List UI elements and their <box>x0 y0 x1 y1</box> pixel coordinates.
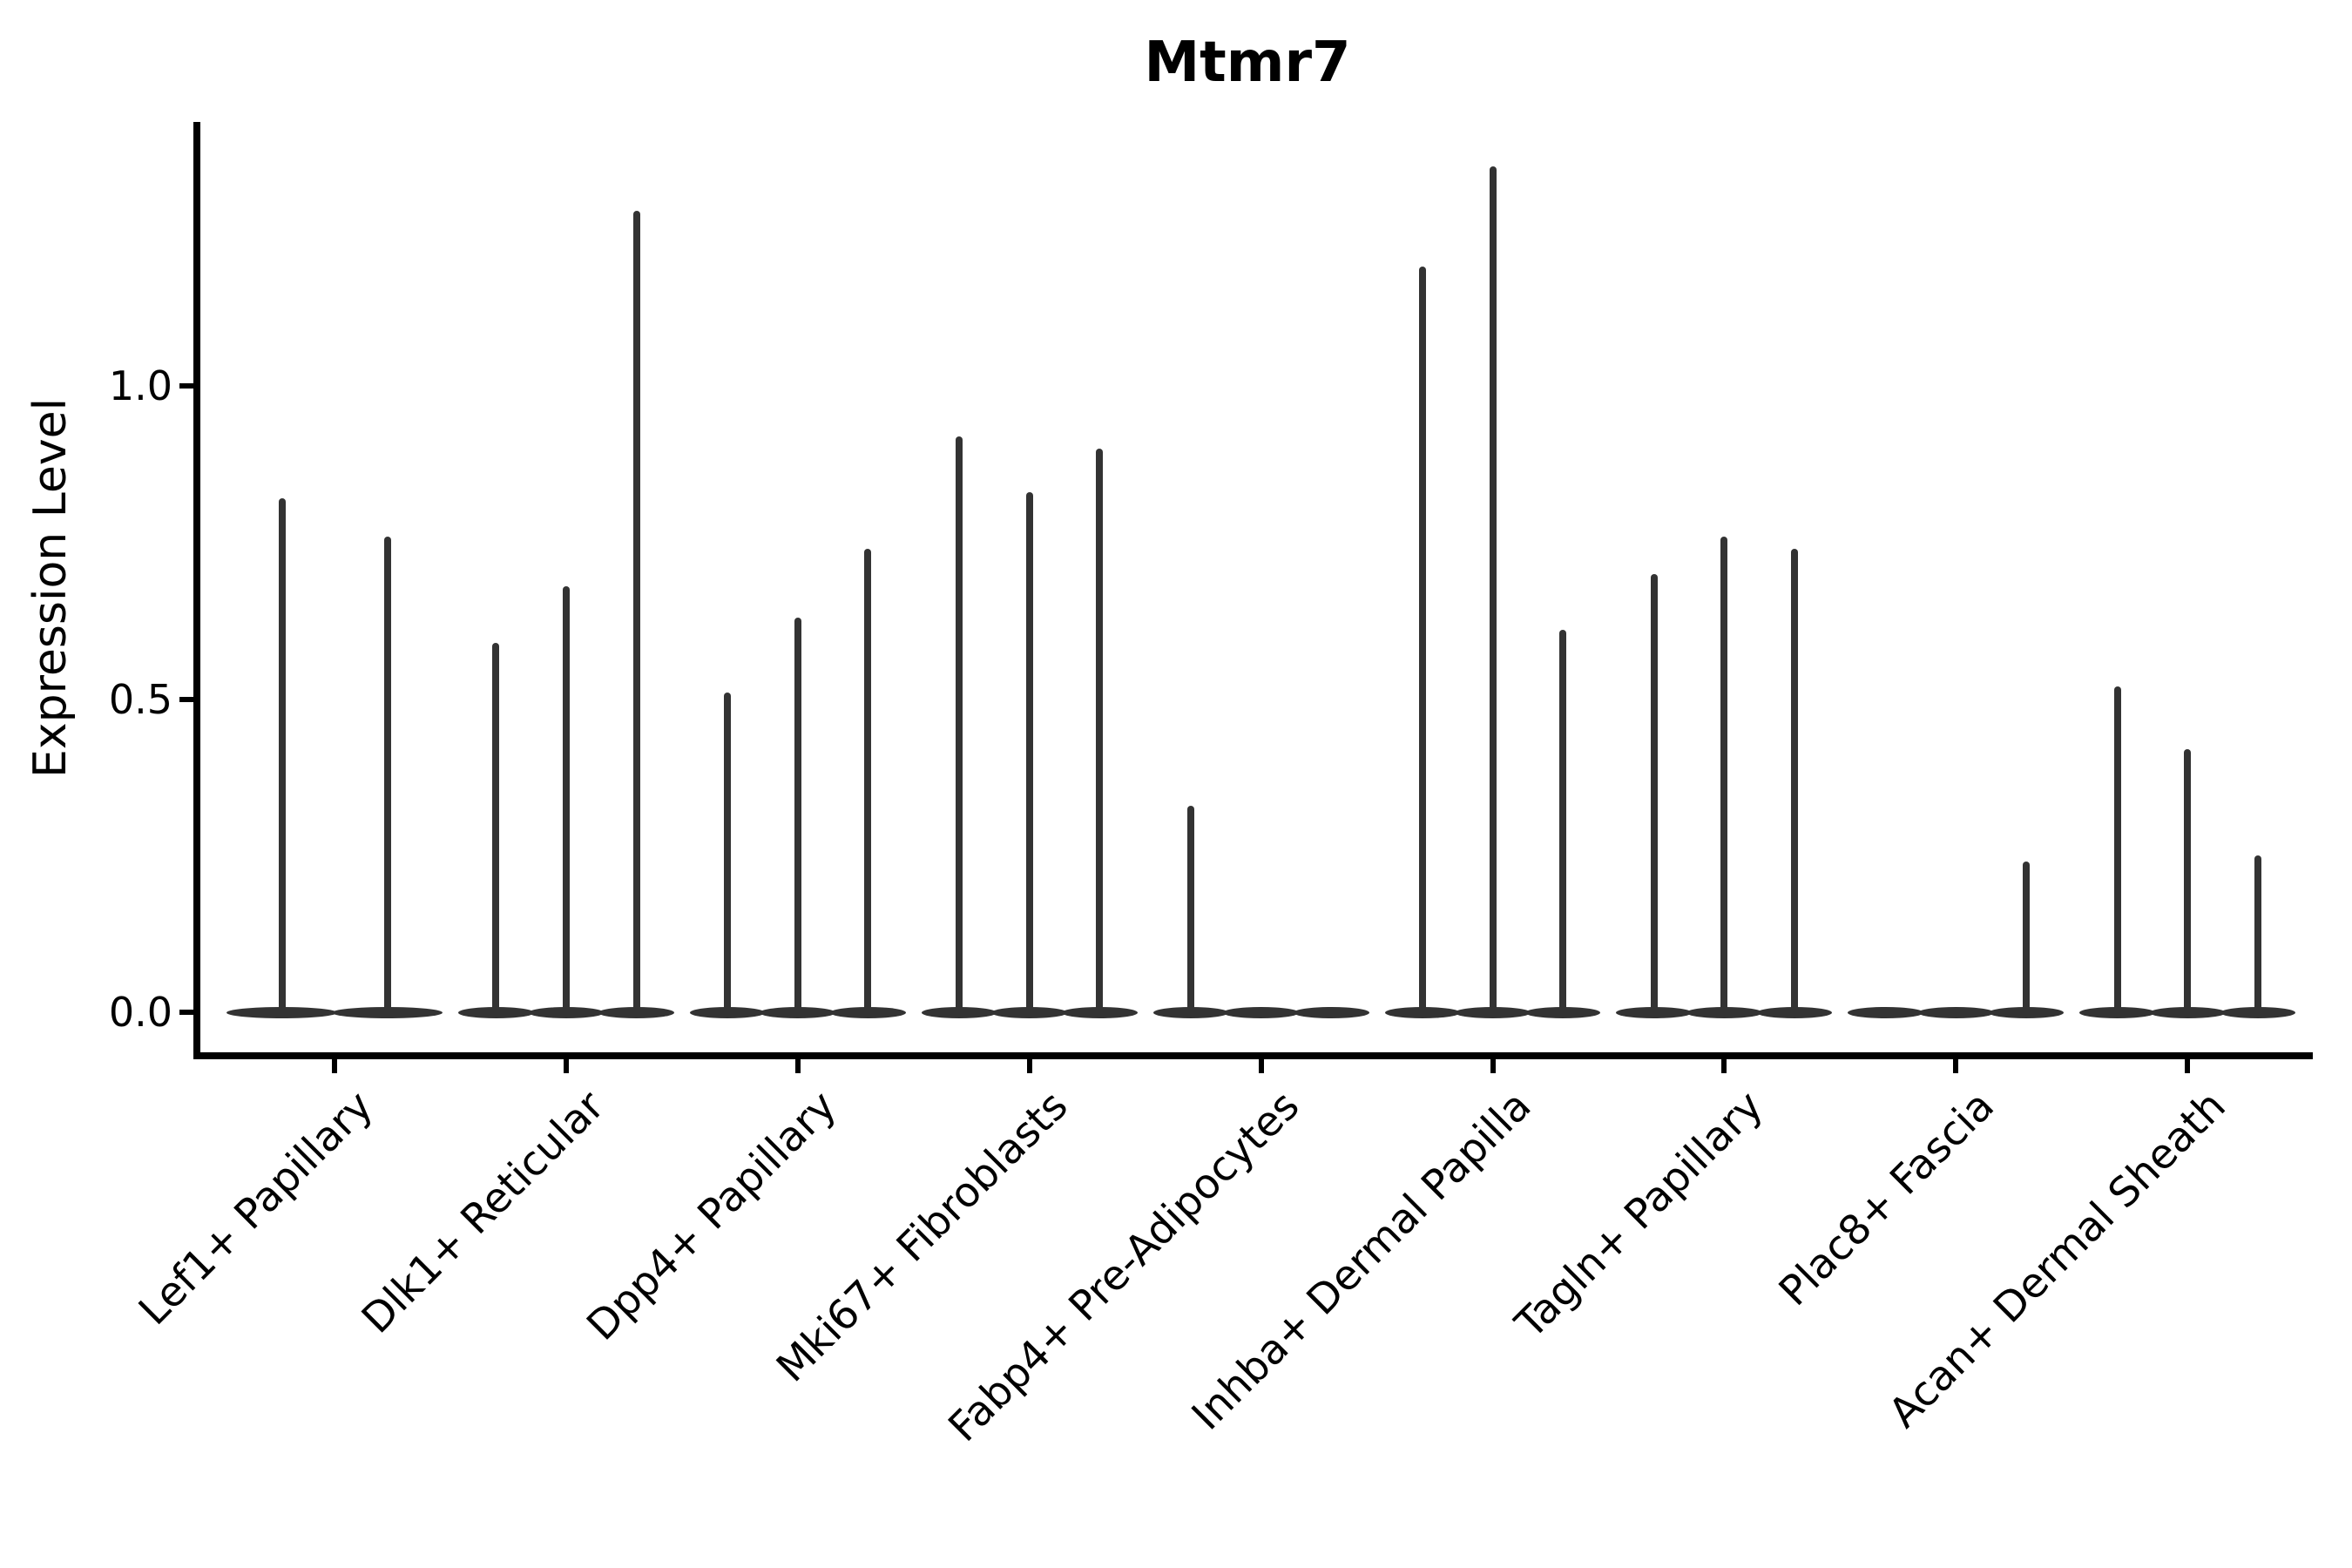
y-tick <box>179 1010 193 1015</box>
y-tick <box>179 383 193 389</box>
y-axis-line <box>193 122 200 1059</box>
violin-spike <box>724 693 732 1012</box>
violin-spike <box>1418 267 1426 1012</box>
violin-spike <box>1186 805 1194 1012</box>
violin-disc <box>1524 1007 1601 1018</box>
violin-disc <box>457 1007 534 1018</box>
x-tick <box>1953 1059 1959 1073</box>
x-tick-label: Lef1+ Papillary <box>129 1082 382 1335</box>
y-tick-label: 0.5 <box>108 675 172 723</box>
violin-spike <box>2113 686 2121 1012</box>
violin-spike <box>1559 630 1567 1012</box>
violin-disc <box>1455 1007 1531 1018</box>
violin-disc <box>1988 1007 2065 1018</box>
violin-disc <box>1686 1007 1762 1018</box>
violin-disc <box>1848 1007 1923 1018</box>
violin-spike <box>278 498 286 1012</box>
y-tick-label: 0.0 <box>108 989 172 1036</box>
violin-spike <box>2184 749 2192 1012</box>
violin-spike <box>562 586 570 1012</box>
violin-disc <box>1384 1007 1461 1018</box>
x-tick <box>1721 1059 1727 1073</box>
violin-spike <box>383 536 391 1012</box>
violin-disc <box>1223 1007 1299 1018</box>
violin-disc <box>921 1007 997 1018</box>
violin-spike <box>2254 855 2261 1012</box>
violin-disc <box>528 1007 605 1018</box>
violin-disc <box>1917 1007 1994 1018</box>
y-tick <box>179 696 193 702</box>
violin-spike <box>1096 448 1104 1012</box>
violin-spike <box>1025 492 1033 1012</box>
violin-spike <box>956 436 963 1012</box>
x-axis-line <box>193 1052 2313 1059</box>
x-tick <box>563 1059 569 1073</box>
violin-spike <box>1650 573 1658 1012</box>
violin-disc <box>1152 1007 1229 1018</box>
x-tick <box>1026 1059 1032 1073</box>
violin-spike <box>864 548 872 1012</box>
violin-spike <box>632 210 640 1012</box>
violin-disc <box>332 1007 443 1018</box>
y-tick-label: 1.0 <box>108 362 172 409</box>
violin-disc <box>2079 1007 2155 1018</box>
violin-disc <box>760 1007 836 1018</box>
x-tick-label: Dlk1+ Reticular <box>353 1082 614 1343</box>
x-tick <box>1490 1059 1496 1073</box>
violin-spike <box>492 642 500 1012</box>
x-tick-label: Dpp4+ Papillary <box>578 1082 846 1350</box>
x-tick-label: Tagln+ Papillary <box>1506 1082 1773 1348</box>
x-tick-label: Plac8+ Fascia <box>1770 1082 2004 1315</box>
violin-spike <box>1791 548 1799 1012</box>
violin-spike <box>794 618 801 1012</box>
violin-disc <box>1062 1007 1138 1018</box>
violin-disc <box>2149 1007 2226 1018</box>
violin-disc <box>1616 1007 1693 1018</box>
violin-disc <box>598 1007 674 1018</box>
violin-spike <box>1720 536 1728 1012</box>
violin-disc <box>2220 1007 2296 1018</box>
violin-disc <box>1756 1007 1833 1018</box>
violin-disc <box>991 1007 1068 1018</box>
violin-disc <box>226 1007 337 1018</box>
x-tick <box>1258 1059 1264 1073</box>
violin-disc <box>830 1007 906 1018</box>
chart-title: Mtmr7 <box>1144 30 1351 95</box>
x-tick <box>2185 1059 2191 1073</box>
violin-spike <box>1489 166 1497 1012</box>
violin-spike <box>2022 862 2030 1012</box>
x-tick <box>794 1059 801 1073</box>
x-tick <box>332 1059 337 1073</box>
violin-disc <box>1293 1007 1369 1018</box>
violin-disc <box>689 1007 766 1018</box>
